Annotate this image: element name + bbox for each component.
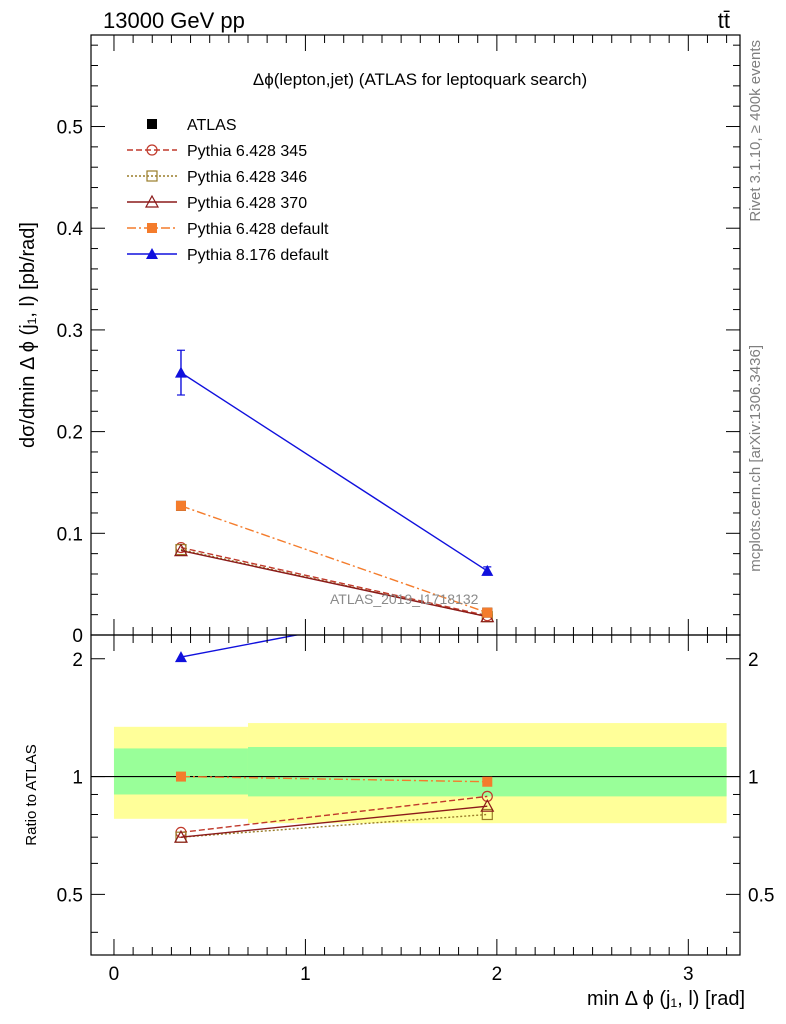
legend-label-pythia-6-428-default: Pythia 6.428 default — [187, 221, 329, 238]
x-tick-label: 2 — [492, 964, 503, 985]
x-tick-label: 0 — [109, 964, 120, 985]
series-line-pythia-8-176-default — [180, 372, 488, 572]
main-title: Δϕ(lepton,jet) (ATLAS for leptoquark sea… — [253, 70, 587, 89]
ratio-point-pythia-6-428-370 — [480, 798, 495, 812]
main-panel: ATLAS_2019_I1718132 0 0.1 0.2 0.3 0.4 0.5 Δϕ(… — [17, 34, 741, 647]
ratio-point-pythia-6-428-346 — [481, 808, 493, 821]
ratio-y-tick-label-right: 1 — [748, 768, 759, 789]
y-tick-label: 0.2 — [57, 423, 83, 444]
data-point-pythia-8-176-default — [481, 564, 494, 576]
y-tick-label: 0.1 — [57, 524, 83, 545]
y-tick-label: 0.3 — [57, 321, 83, 342]
uncertainty-band-inner — [113, 748, 248, 795]
legend: ATLAS Pythia 6.428 345 Pythia 6.428 346 Pyt… — [127, 117, 329, 264]
ratio-line-pythia-6-428-370 — [180, 805, 488, 838]
legend-marker-pythia-6-428-345 — [146, 144, 158, 156]
data-point-pythia-6-428-default — [482, 607, 493, 618]
analysis-watermark: ATLAS_2019_I1718132 — [330, 591, 479, 607]
main-y-axis-label: dσ/dmin Δ ϕ (j₁, l) [pb/rad] — [17, 222, 39, 448]
legend-label-pythia-8-176-default: Pythia 8.176 default — [187, 247, 329, 264]
ratio-line-pythia-8-176-default — [180, 635, 301, 658]
ratio-point-pythia-6-428-370 — [173, 829, 188, 843]
data-point-pythia-6-428-370 — [173, 543, 188, 557]
ratio-line-pythia-6-428-346 — [180, 813, 488, 838]
legend-marker-pythia-6-428-370 — [144, 194, 160, 208]
legend-label-pythia-6-428-345: Pythia 6.428 345 — [187, 143, 307, 160]
legend-label-atlas: ATLAS — [187, 117, 237, 134]
data-point-pythia-8-176-default — [174, 366, 187, 378]
ratio-line-pythia-6-428-default — [180, 775, 488, 783]
ratio-y-tick-label-left: 0.5 — [57, 885, 83, 906]
series-line-pythia-6-428-default — [180, 505, 488, 614]
x-tick-label: 1 — [300, 964, 311, 985]
ratio-point-pythia-8-176-default — [174, 651, 187, 663]
energy-label: 13000 GeV pp — [103, 8, 245, 33]
ratio-point-pythia-8-176-default — [481, 593, 493, 604]
rivet-version-label: Rivet 3.1.10, ≥ 400k events — [747, 40, 764, 222]
series-line-pythia-6-428-370 — [180, 549, 488, 618]
x-axis-label: min Δ ϕ (j₁, l) [rad] — [587, 988, 745, 1010]
ratio-point-pythia-6-428-default — [175, 771, 186, 782]
process-label: tt̄ — [718, 8, 730, 33]
ratio-y-tick-label-right: 2 — [748, 650, 759, 671]
uncertainty-band-inner — [247, 747, 727, 797]
ratio-y-tick-label-right: 0.5 — [748, 885, 774, 906]
y-tick-label: 0.5 — [57, 118, 83, 139]
ratio-y-axis-label: Ratio to ATLAS — [23, 744, 40, 845]
legend-marker-pythia-8-176-default — [146, 248, 158, 259]
mcplots-label: mcplots.cern.ch [arXiv:1306.3436] — [747, 345, 764, 572]
ratio-y-tick-label-left: 2 — [72, 650, 83, 671]
series-line-pythia-6-428-345 — [180, 546, 488, 617]
data-point-pythia-6-428-default — [175, 500, 186, 511]
ratio-point-pythia-6-428-default — [482, 776, 493, 787]
legend-label-pythia-6-428-370: Pythia 6.428 370 — [187, 195, 307, 212]
ratio-frame — [90, 634, 741, 956]
legend-marker-pythia-6-428-346 — [146, 170, 158, 182]
y-tick-label: 0.4 — [57, 219, 84, 240]
y-tick-label: 0 — [72, 626, 83, 647]
legend-marker-atlas — [147, 119, 157, 129]
ratio-line-pythia-6-428-345 — [180, 795, 488, 834]
ratio-y-tick-label-left: 1 — [72, 768, 83, 789]
x-tick-label: 3 — [683, 964, 694, 985]
ratio-panel: 0.5 0.5 1 1 2 2 0 1 2 3 Ratio to ATLAS min Δ ϕ (j… — [23, 593, 774, 1010]
legend-marker-pythia-6-428-default — [147, 223, 157, 233]
legend-label-pythia-6-428-346: Pythia 6.428 346 — [187, 169, 307, 186]
